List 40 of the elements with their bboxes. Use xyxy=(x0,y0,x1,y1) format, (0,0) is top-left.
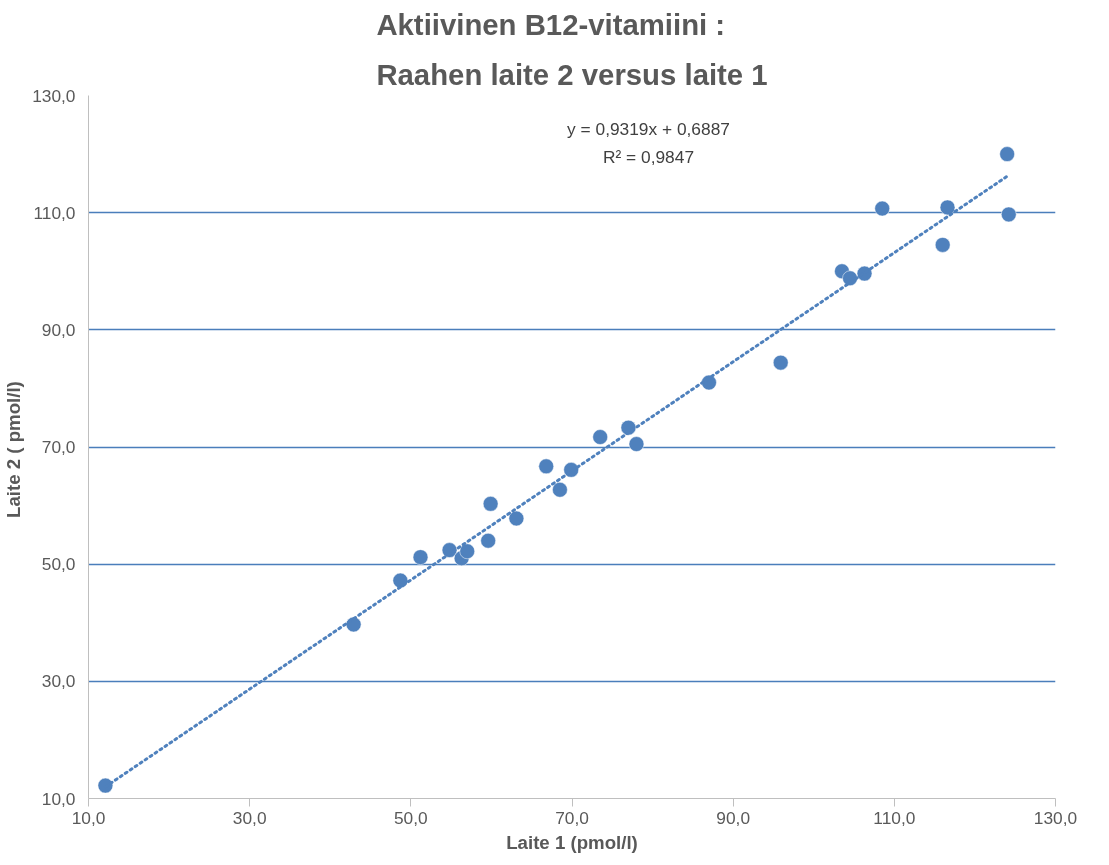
x-tick-label: 30,0 xyxy=(232,807,267,828)
point xyxy=(345,616,362,633)
x-tick-label: 10,0 xyxy=(71,807,106,828)
x-tick-label: 110,0 xyxy=(873,807,916,828)
point xyxy=(459,543,475,560)
y-tick-label: 110,0 xyxy=(33,202,76,223)
x-tick-label: 130,0 xyxy=(1033,807,1078,828)
y-tick-label: 30,0 xyxy=(41,671,76,692)
point xyxy=(482,496,499,512)
point xyxy=(939,199,956,216)
x-axis-title: Laite 1 (pmol/l) xyxy=(506,831,638,853)
point xyxy=(999,146,1015,162)
x-tick-label: 90,0 xyxy=(716,807,751,828)
point xyxy=(480,533,496,549)
point xyxy=(1001,206,1017,223)
point xyxy=(392,572,409,589)
point xyxy=(628,436,645,452)
x-tick-label: 50,0 xyxy=(393,807,428,828)
point xyxy=(412,549,429,565)
y-axis-title: Laite 2 ( pmol/l) xyxy=(3,381,25,518)
y-tick-label: 70,0 xyxy=(41,437,76,457)
point xyxy=(508,510,525,527)
point xyxy=(934,237,951,253)
point xyxy=(538,458,554,475)
annotation: R² = 0,9847 xyxy=(602,146,695,167)
point xyxy=(874,200,890,217)
y-tick-label: 130,0 xyxy=(32,85,76,106)
point xyxy=(552,482,568,498)
point xyxy=(97,777,114,794)
point xyxy=(592,429,608,445)
x-tick-label: 70,0 xyxy=(555,807,589,828)
point xyxy=(772,354,789,371)
y-tick-label: 50,0 xyxy=(41,554,76,575)
y-tick-label: 90,0 xyxy=(41,319,76,340)
point xyxy=(620,419,637,436)
point xyxy=(563,462,579,478)
chart-title: Aktiivinen B12-vitamiini : Raahen laite 2 versus laite 1 xyxy=(376,8,768,91)
point xyxy=(701,374,717,391)
y-tick-label: 10,0 xyxy=(41,788,76,809)
annotation: y = 0,9319x + 0,6887 xyxy=(567,118,730,139)
